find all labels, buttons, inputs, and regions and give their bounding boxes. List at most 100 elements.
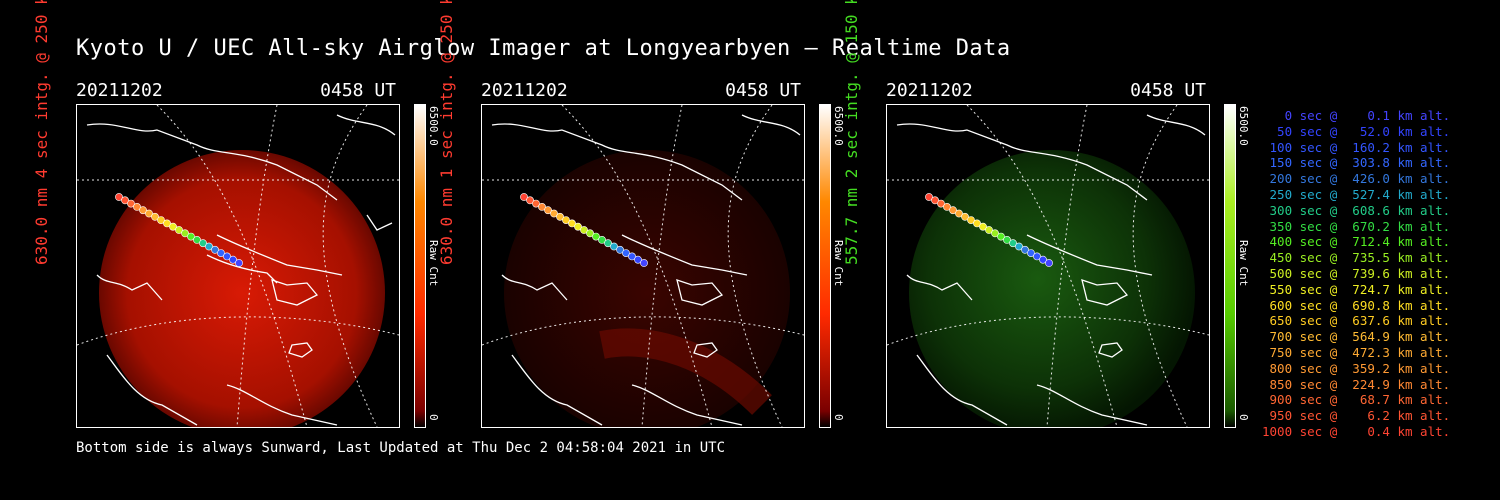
legend-entry: 250 sec @ 527.4 km alt. xyxy=(1262,186,1451,202)
track-point xyxy=(925,193,933,201)
track-point xyxy=(538,203,546,211)
legend-entry: 150 sec @ 303.8 km alt. xyxy=(1262,155,1451,171)
track-point xyxy=(1033,252,1041,261)
track-point xyxy=(1039,255,1047,264)
panel-wavelength-label: 630.0 nm 1 sec intg. @ 250 km xyxy=(437,0,456,265)
footer-note: Bottom side is always Sunward, Last Upda… xyxy=(76,440,726,456)
track-point xyxy=(568,219,576,228)
track-points xyxy=(520,193,648,267)
track-point xyxy=(127,199,135,208)
track-point xyxy=(586,229,594,238)
legend-entry: 600 sec @ 690.8 km alt. xyxy=(1262,297,1451,313)
colorbar xyxy=(819,104,831,428)
track-point xyxy=(1003,235,1011,244)
track-point xyxy=(235,259,243,267)
legend-entry: 300 sec @ 608.6 km alt. xyxy=(1262,202,1451,218)
track-point xyxy=(616,245,624,254)
track-point xyxy=(532,199,540,208)
track-point xyxy=(193,235,201,244)
track-point xyxy=(187,232,195,241)
track-point xyxy=(115,193,123,201)
track-point xyxy=(133,203,141,211)
track-point xyxy=(622,249,630,257)
allsky-image-557-2s xyxy=(886,104,1210,428)
track-point xyxy=(544,206,552,215)
track-point xyxy=(199,239,207,248)
track-point xyxy=(229,255,237,264)
imager-panel-1: 20211202 0458 UT 630.0 nm 4 sec intg. @ … xyxy=(32,0,466,430)
track-point xyxy=(520,193,528,201)
panel-time: 0458 UT xyxy=(320,80,396,101)
legend-entry: 0 sec @ 0.1 km alt. xyxy=(1262,108,1451,123)
imager-panel-3: 20211202 0458 UT 557.7 nm 2 sec intg. @ … xyxy=(842,0,1276,430)
allsky-image-630-4s xyxy=(76,104,400,428)
legend-entry: 900 sec @ 68.7 km alt. xyxy=(1262,392,1451,408)
legend-entry: 750 sec @ 472.3 km alt. xyxy=(1262,344,1451,360)
panel-time: 0458 UT xyxy=(725,80,801,101)
page-title: Kyoto U / UEC All-sky Airglow Imager at … xyxy=(76,36,1011,61)
colorbar-min: 0 xyxy=(832,414,845,421)
track-point xyxy=(640,259,648,267)
track-point xyxy=(121,196,129,205)
altitude-time-legend: 0 sec @ 0.1 km alt. 50 sec @ 52.0 km alt… xyxy=(1262,108,1451,440)
track-point xyxy=(169,222,177,231)
track-point xyxy=(175,226,183,234)
legend-entry: 50 sec @ 52.0 km alt. xyxy=(1262,123,1451,139)
track-point xyxy=(949,206,957,215)
legend-entry: 400 sec @ 712.4 km alt. xyxy=(1262,234,1451,250)
track-point xyxy=(973,219,981,228)
colorbar-min: 0 xyxy=(427,414,440,421)
colorbar-max: 6500.0 xyxy=(1237,106,1250,146)
legend-entry: 100 sec @ 160.2 km alt. xyxy=(1262,139,1451,155)
legend-entry: 650 sec @ 637.6 km alt. xyxy=(1262,313,1451,329)
track-point xyxy=(163,219,171,228)
track-point xyxy=(1027,249,1035,257)
legend-entry: 200 sec @ 426.0 km alt. xyxy=(1262,171,1451,187)
track-point xyxy=(937,199,945,208)
imager-panel-2: 20211202 0458 UT 630.0 nm 1 sec intg. @ … xyxy=(437,0,871,430)
track-point xyxy=(1045,259,1053,267)
panel-wavelength-label: 557.7 nm 2 sec intg. @ 150 km xyxy=(842,0,861,265)
track-point xyxy=(223,252,231,261)
track-point xyxy=(628,252,636,261)
track-point xyxy=(634,255,642,264)
track-point xyxy=(574,222,582,231)
track-point xyxy=(955,209,963,218)
allsky-image-630-1s xyxy=(481,104,805,428)
legend-entry: 450 sec @ 735.5 km alt. xyxy=(1262,250,1451,266)
track-point xyxy=(217,249,225,257)
colorbar xyxy=(414,104,426,428)
track-point xyxy=(556,212,564,221)
track-points xyxy=(115,193,243,267)
track-point xyxy=(967,216,975,224)
colorbar xyxy=(1224,104,1236,428)
track-point xyxy=(991,229,999,238)
legend-entry: 800 sec @ 359.2 km alt. xyxy=(1262,360,1451,376)
coastline-map xyxy=(86,114,396,426)
panel-date: 20211202 xyxy=(481,80,568,101)
track-point xyxy=(205,242,213,251)
track-point xyxy=(550,209,558,218)
legend-entry: 700 sec @ 564.9 km alt. xyxy=(1262,329,1451,345)
legend-entry: 850 sec @ 224.9 km alt. xyxy=(1262,376,1451,392)
track-point xyxy=(931,196,939,205)
track-point xyxy=(211,245,219,254)
track-point xyxy=(181,229,189,238)
track-point xyxy=(598,235,606,244)
aurora-band xyxy=(599,328,772,416)
panel-wavelength-label: 630.0 nm 4 sec intg. @ 250 km xyxy=(32,0,51,265)
track-point xyxy=(979,222,987,231)
track-point xyxy=(610,242,618,251)
legend-entry: 550 sec @ 724.7 km alt. xyxy=(1262,281,1451,297)
panel-date: 20211202 xyxy=(76,80,163,101)
airglow-disk xyxy=(99,150,385,427)
panel-time: 0458 UT xyxy=(1130,80,1206,101)
airglow-disk xyxy=(909,150,1195,427)
track-point xyxy=(526,196,534,205)
track-point xyxy=(1015,242,1023,251)
colorbar-unit: Raw Cnt xyxy=(1237,240,1250,287)
track-point xyxy=(151,212,159,221)
track-point xyxy=(961,212,969,221)
track-point xyxy=(562,216,570,224)
track-point xyxy=(943,203,951,211)
